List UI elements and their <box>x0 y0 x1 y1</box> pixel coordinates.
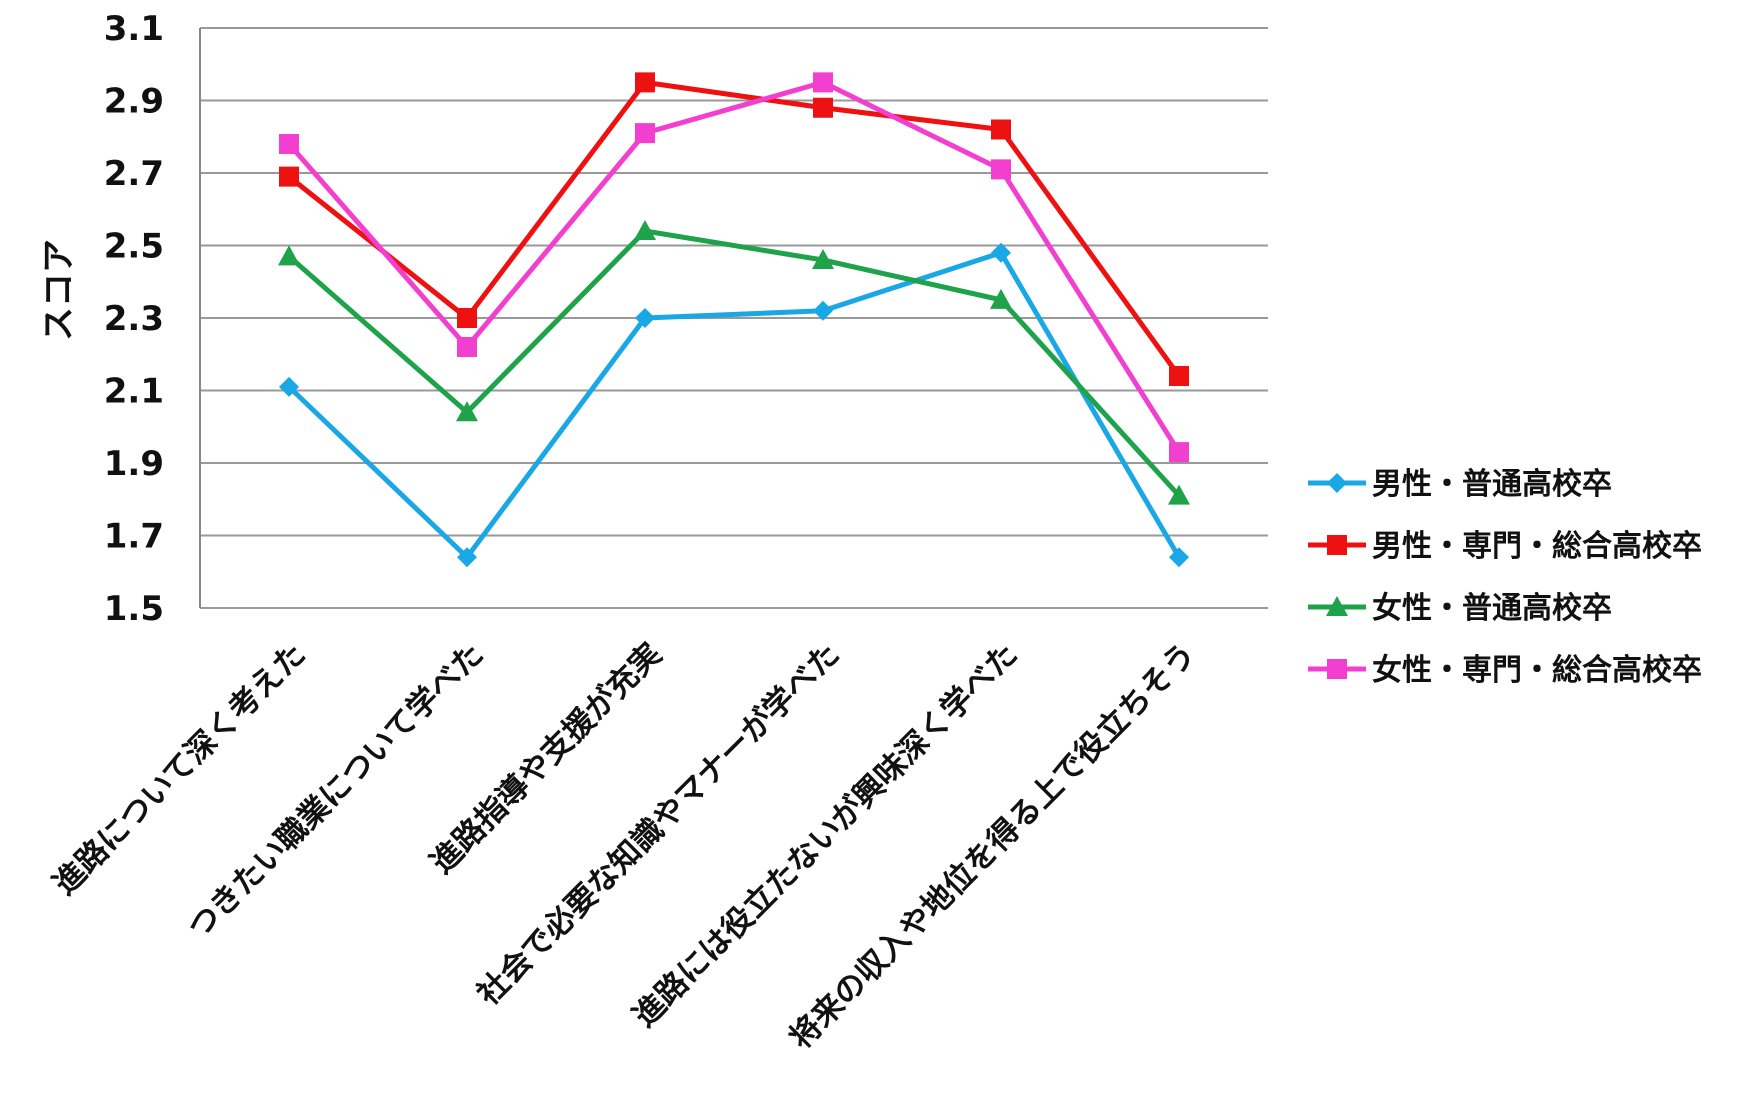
y-tick-label: 2.3 <box>104 299 164 339</box>
legend-item: 女性・普通高校卒 <box>1308 591 1612 626</box>
data-point <box>991 119 1011 140</box>
data-point <box>279 166 299 187</box>
data-point <box>457 337 477 357</box>
series-line <box>287 228 1181 498</box>
y-tick-label: 3.1 <box>104 9 164 49</box>
data-point <box>457 308 477 328</box>
legend-item: 男性・専門・総合高校卒 <box>1308 529 1702 564</box>
data-point <box>1168 484 1190 505</box>
legend-label: 男性・専門・総合高校卒 <box>1372 529 1702 564</box>
data-point <box>278 245 300 266</box>
legend-label: 女性・専門・総合高校卒 <box>1372 653 1702 688</box>
series-line <box>287 79 1182 454</box>
data-point <box>279 376 299 397</box>
x-category-label: 社会で必要な知識やマナーが学べた <box>470 636 846 1012</box>
data-point <box>991 159 1011 180</box>
series-line <box>287 250 1182 560</box>
series-line <box>287 79 1182 378</box>
series-1 <box>279 72 1189 386</box>
y-axis-title: スコア <box>39 239 79 341</box>
data-point <box>812 249 834 269</box>
series-3 <box>279 72 1189 463</box>
x-category-label: 将来の収入や地位を得る上で役立ちそう <box>783 636 1203 1056</box>
x-axis: 進路について深く考えたつきたい職業について学べた進路指導や支援が充実社会で必要な… <box>47 636 1203 1056</box>
data-point <box>1169 366 1189 386</box>
data-point <box>990 288 1012 309</box>
data-point <box>813 300 833 321</box>
legend-marker <box>1327 659 1347 679</box>
legend-item: 男性・普通高校卒 <box>1308 467 1612 502</box>
y-tick-label: 2.7 <box>104 154 164 194</box>
y-tick-label: 1.9 <box>104 444 164 484</box>
data-point <box>813 72 833 93</box>
y-tick-label: 1.7 <box>104 517 164 557</box>
legend-label: 女性・普通高校卒 <box>1372 591 1612 626</box>
data-point <box>1169 442 1189 463</box>
series-2 <box>278 220 1190 505</box>
y-axis: 1.5 1.7 1.9 2.1 2.3 2.5 2.7 2.9 3.1 <box>104 9 201 629</box>
series-lines <box>278 72 1190 568</box>
y-tick-label: 2.9 <box>104 82 164 122</box>
legend-label: 男性・普通高校卒 <box>1372 467 1612 502</box>
data-point <box>456 401 478 422</box>
data-point <box>279 134 299 154</box>
legend-marker <box>1327 535 1347 555</box>
x-category-label: つきたい職業について学べた <box>181 636 491 946</box>
data-point <box>635 123 655 144</box>
x-category-label: 進路には役立たないが興味深く学べた <box>627 636 1025 1034</box>
series-0 <box>279 242 1189 568</box>
legend-marker <box>1327 473 1347 493</box>
data-point <box>1169 547 1189 568</box>
y-tick-label: 1.5 <box>104 589 164 629</box>
data-point <box>813 97 833 118</box>
data-point <box>635 308 655 328</box>
data-point <box>634 220 656 240</box>
y-tick-label: 2.5 <box>104 227 164 267</box>
legend-item: 女性・専門・総合高校卒 <box>1308 653 1702 688</box>
y-tick-label: 2.1 <box>104 372 164 412</box>
data-point <box>635 72 655 93</box>
data-point <box>457 547 477 568</box>
legend-marker <box>1326 596 1348 616</box>
data-point <box>991 242 1011 263</box>
